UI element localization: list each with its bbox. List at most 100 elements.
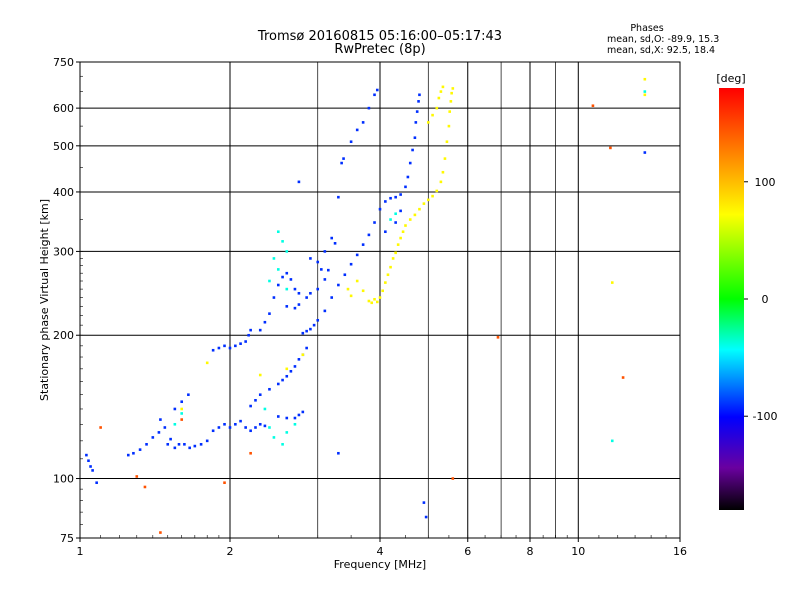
data-point: [272, 436, 276, 439]
data-point: [378, 296, 382, 299]
data-point: [643, 151, 647, 154]
colorbar-tick-label: -100: [753, 410, 778, 423]
data-point: [157, 431, 161, 434]
data-point: [305, 329, 308, 333]
colorbar-label: [deg]: [716, 72, 745, 85]
series-o-mode-trace-blue: [85, 88, 647, 519]
data-point: [384, 230, 387, 234]
data-point: [445, 140, 449, 144]
data-point: [408, 161, 412, 165]
data-point: [411, 148, 414, 152]
data-point: [87, 459, 90, 463]
data-point: [389, 218, 392, 221]
data-point: [234, 344, 237, 348]
data-point: [406, 175, 410, 179]
data-point: [285, 287, 289, 291]
data-point: [211, 429, 215, 433]
data-point: [323, 250, 327, 253]
y-tick-label: 400: [53, 186, 74, 199]
data-point: [431, 113, 434, 117]
data-point: [163, 426, 167, 429]
data-point: [180, 418, 184, 421]
data-point: [337, 195, 340, 199]
data-point: [289, 278, 293, 281]
data-point: [447, 124, 451, 128]
data-point: [415, 110, 419, 113]
data-point: [297, 413, 301, 417]
data-point: [285, 305, 289, 308]
data-point: [281, 240, 284, 243]
data-point: [254, 426, 257, 429]
data-point: [394, 212, 397, 216]
data-point: [643, 93, 647, 97]
data-point: [316, 260, 320, 264]
data-point: [249, 328, 252, 332]
data-point: [285, 431, 289, 434]
data-point: [399, 209, 402, 213]
data-point: [378, 207, 382, 211]
data-point: [223, 422, 226, 426]
data-point: [199, 443, 203, 446]
data-point: [367, 106, 371, 110]
data-point: [205, 439, 209, 443]
data-point: [281, 443, 284, 446]
data-point: [414, 121, 418, 124]
data-point: [297, 358, 301, 361]
data-point: [413, 213, 417, 217]
colorbar-tick-label: 0: [762, 293, 769, 306]
data-point: [355, 279, 359, 283]
data-point: [293, 422, 297, 426]
data-point: [375, 88, 379, 92]
data-point: [384, 200, 387, 203]
data-point: [361, 243, 365, 246]
data-point: [183, 443, 186, 446]
data-point: [349, 294, 353, 298]
data-point: [211, 348, 215, 352]
data-point: [496, 336, 500, 339]
data-point: [643, 90, 647, 93]
data-point: [375, 300, 379, 304]
data-point: [349, 262, 353, 266]
data-point: [391, 257, 395, 260]
data-point: [289, 369, 293, 373]
y-tick-label: 200: [53, 329, 74, 342]
data-point: [263, 424, 267, 428]
data-point: [309, 327, 312, 331]
data-point: [305, 346, 308, 350]
y-axis-label: Stationary phase Virtual Height [km]: [38, 199, 51, 401]
data-point: [301, 410, 305, 414]
data-point: [591, 104, 595, 108]
data-point: [268, 279, 271, 283]
data-point: [244, 426, 247, 429]
data-point: [386, 273, 390, 277]
data-point: [205, 361, 209, 365]
data-point: [297, 291, 301, 295]
data-point: [312, 323, 316, 327]
data-point: [276, 230, 280, 234]
data-point: [422, 202, 426, 205]
chart-title: Tromsø 20160815 05:16:00–05:17:43: [257, 29, 502, 44]
data-point: [316, 318, 320, 322]
data-point: [135, 475, 139, 478]
data-point: [99, 426, 102, 429]
data-point: [323, 309, 327, 313]
data-point: [173, 446, 177, 450]
data-point: [316, 287, 320, 291]
data-point: [254, 398, 257, 402]
data-point: [431, 194, 434, 198]
data-point: [609, 146, 612, 150]
data-point: [373, 221, 376, 224]
data-point: [159, 531, 162, 534]
data-point: [394, 195, 397, 199]
data-point: [305, 296, 308, 299]
data-point: [281, 378, 284, 382]
data-point: [272, 296, 276, 299]
data-point: [293, 306, 297, 310]
data-point: [293, 287, 297, 291]
x-tick-label: 8: [527, 545, 534, 558]
stats-x-mode: mean, sd,X: 92.5, 18.4: [607, 45, 715, 56]
data-point: [396, 243, 400, 246]
colorbar: [719, 88, 744, 510]
y-tick-label: 100: [53, 473, 74, 486]
